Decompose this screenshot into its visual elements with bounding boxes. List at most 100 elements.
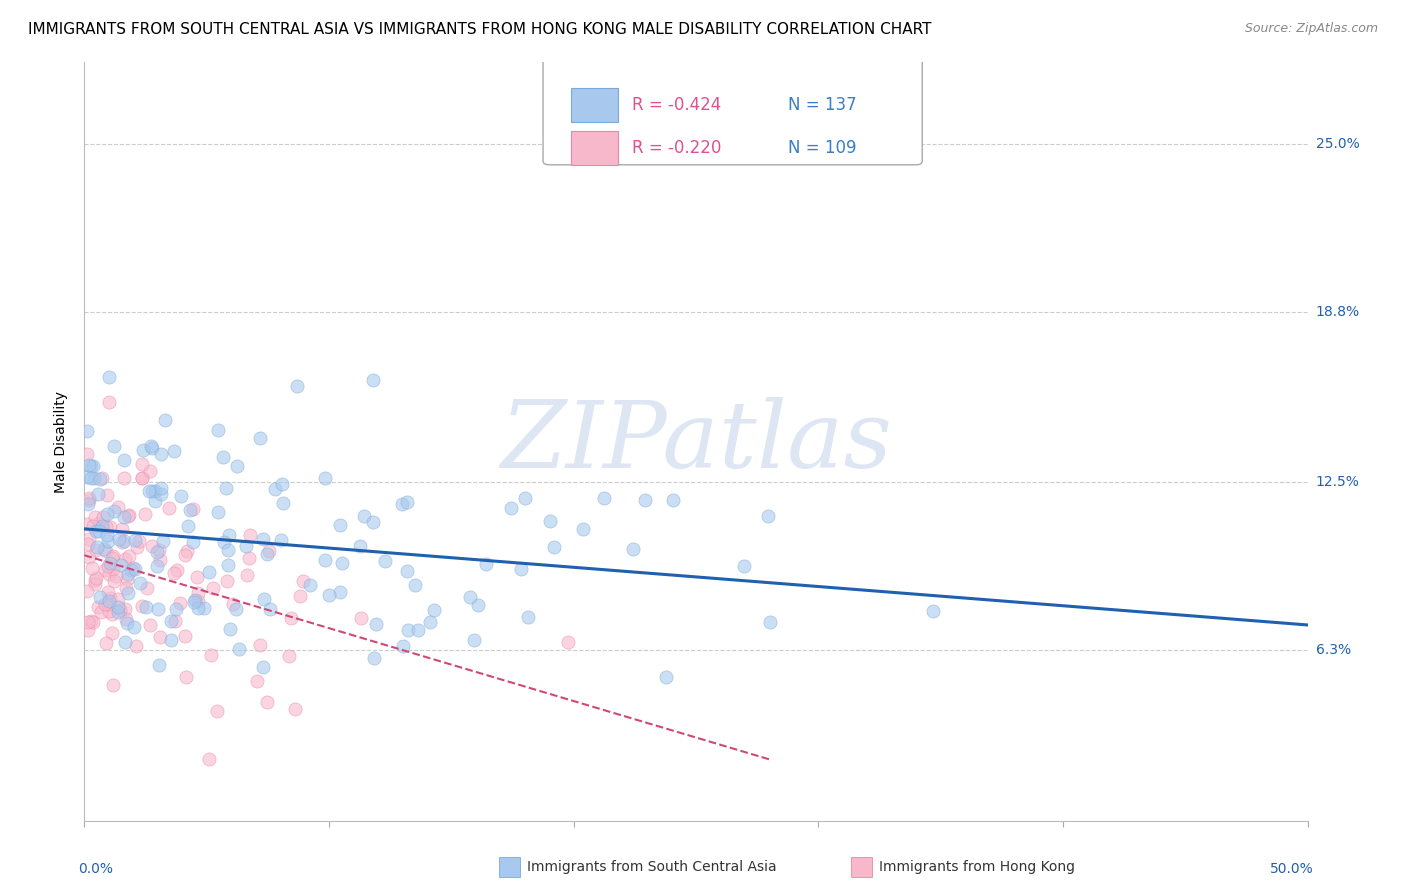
Point bbox=[117, 586, 139, 600]
Point bbox=[163, 566, 186, 581]
Point bbox=[86, 542, 108, 557]
Point bbox=[467, 598, 489, 612]
Point bbox=[111, 534, 134, 549]
Point bbox=[634, 492, 657, 507]
Point bbox=[111, 522, 134, 536]
Text: N = 109: N = 109 bbox=[787, 139, 856, 157]
Point bbox=[76, 517, 98, 532]
Point bbox=[271, 496, 294, 510]
Point bbox=[150, 487, 173, 501]
Y-axis label: Male Disability: Male Disability bbox=[55, 391, 69, 492]
Point bbox=[107, 500, 129, 514]
Point bbox=[97, 534, 120, 549]
Point bbox=[253, 591, 276, 606]
Point bbox=[87, 599, 110, 614]
Point bbox=[141, 483, 163, 498]
Point bbox=[141, 441, 163, 455]
Point bbox=[96, 543, 118, 558]
Point bbox=[395, 564, 418, 578]
Point bbox=[756, 509, 779, 524]
Point bbox=[218, 528, 240, 542]
Point bbox=[278, 648, 301, 663]
Point bbox=[131, 457, 153, 471]
Point bbox=[96, 528, 118, 542]
Point bbox=[252, 532, 274, 546]
Point bbox=[593, 491, 616, 505]
Point bbox=[103, 503, 125, 517]
Point bbox=[115, 613, 138, 627]
Point bbox=[146, 558, 169, 573]
Point bbox=[135, 581, 157, 595]
Point bbox=[112, 510, 135, 524]
Point bbox=[103, 678, 125, 692]
Point bbox=[127, 540, 149, 554]
Point bbox=[217, 542, 239, 557]
Point bbox=[115, 615, 138, 630]
Point bbox=[159, 615, 181, 629]
Point bbox=[93, 563, 115, 577]
Point bbox=[212, 450, 235, 464]
Point bbox=[257, 544, 280, 558]
Point bbox=[314, 471, 336, 485]
Point bbox=[77, 491, 100, 505]
Point bbox=[572, 522, 595, 536]
Point bbox=[256, 695, 278, 709]
Point bbox=[148, 542, 170, 557]
Point bbox=[91, 471, 114, 485]
Point bbox=[207, 505, 229, 519]
Point bbox=[97, 584, 120, 599]
Point bbox=[207, 704, 229, 718]
Point bbox=[198, 752, 221, 766]
Point bbox=[124, 533, 146, 547]
Text: R = -0.220: R = -0.220 bbox=[633, 139, 721, 157]
Point bbox=[662, 492, 685, 507]
Point bbox=[141, 540, 163, 554]
Point bbox=[228, 642, 250, 657]
Point bbox=[86, 540, 108, 554]
Point bbox=[166, 562, 188, 576]
Point bbox=[110, 558, 132, 572]
Point bbox=[921, 604, 943, 618]
Point bbox=[128, 534, 150, 549]
Point bbox=[510, 561, 533, 575]
Point bbox=[112, 533, 135, 548]
Point bbox=[157, 500, 180, 515]
Point bbox=[149, 481, 172, 495]
Point bbox=[759, 615, 782, 629]
Text: 0.0%: 0.0% bbox=[79, 863, 114, 876]
Point bbox=[246, 674, 269, 689]
Point bbox=[79, 471, 101, 485]
Point bbox=[94, 597, 117, 611]
Text: 12.5%: 12.5% bbox=[1316, 475, 1360, 489]
Point bbox=[463, 633, 485, 648]
Point bbox=[82, 560, 104, 574]
Point bbox=[84, 577, 107, 591]
Point bbox=[83, 510, 105, 524]
Point bbox=[170, 489, 193, 503]
Point bbox=[219, 622, 242, 636]
Point bbox=[149, 630, 172, 644]
Point bbox=[131, 471, 153, 485]
Text: 50.0%: 50.0% bbox=[1270, 863, 1313, 876]
Point bbox=[349, 540, 371, 554]
Point bbox=[131, 471, 153, 485]
Point bbox=[122, 620, 145, 634]
Point bbox=[84, 573, 107, 587]
Point bbox=[97, 597, 120, 611]
Point bbox=[217, 574, 239, 589]
Point bbox=[132, 442, 155, 457]
Point bbox=[94, 635, 117, 649]
Point bbox=[350, 611, 373, 625]
Text: 18.8%: 18.8% bbox=[1316, 304, 1360, 318]
Point bbox=[543, 541, 565, 555]
Point bbox=[138, 483, 160, 498]
Point bbox=[396, 494, 419, 508]
Point bbox=[363, 651, 385, 665]
Point bbox=[655, 670, 678, 684]
Point bbox=[131, 599, 153, 613]
Point bbox=[200, 648, 222, 662]
Point bbox=[76, 447, 98, 461]
Text: Immigrants from Hong Kong: Immigrants from Hong Kong bbox=[879, 860, 1074, 874]
Point bbox=[290, 590, 312, 604]
Point bbox=[557, 635, 579, 649]
